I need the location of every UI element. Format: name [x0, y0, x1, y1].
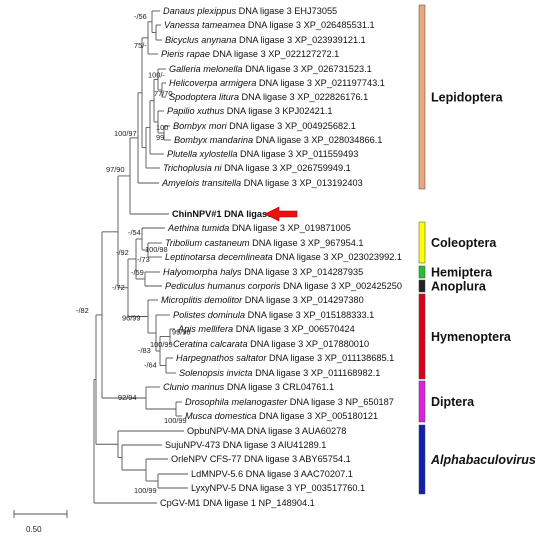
support-value: 99/98 [172, 328, 191, 337]
leaf-label: Harpegnathos saltator DNA ligase 3 XP_01… [176, 353, 394, 363]
arrow-icon [264, 206, 298, 222]
leaf-label: LdMNPV-5.6 DNA ligase 3 AAC70207.1 [191, 469, 353, 479]
leaf-label: Amyelois transitella DNA ligase 3 XP_013… [161, 178, 363, 188]
leaf-label: Leptinotarsa decemlineata DNA ligase 3 X… [165, 252, 402, 262]
support-value: 100/99 [150, 340, 173, 349]
leaf-label: Bombyx mandarina DNA ligase 3 XP_0280348… [174, 135, 382, 145]
highlight-arrow [264, 206, 298, 222]
leaf-label: Bombyx mori DNA ligase 3 XP_004925682.1 [173, 121, 356, 131]
support-value: 99 [156, 133, 164, 142]
leaf-label: OpbuNPV-MA DNA ligase 3 AUA60278 [187, 426, 346, 436]
group-bar [418, 380, 426, 423]
leaf-label-highlight: ChinNPV#1 DNA ligase 3 [172, 209, 280, 219]
support-value: 100/- [148, 71, 165, 80]
leaf-label: Apis mellifera DNA ligase 3 XP_006570424 [177, 324, 355, 334]
support-value: -/73 [137, 255, 150, 264]
leaf-label: SujuNPV-473 DNA ligase 3 AIU41289.1 [165, 440, 326, 450]
group-bar [418, 265, 426, 279]
leaf-label: Pediculus humanus corporis DNA ligase 3 … [165, 281, 402, 291]
support-value: 77/70 [154, 89, 173, 98]
group-bar [418, 424, 426, 495]
group-label: Lepidoptera [431, 91, 504, 105]
leaf-label: Clunio marinus DNA ligase 3 CRL04761.1 [163, 382, 334, 392]
group-label: Hemiptera [431, 266, 493, 280]
group-bars [418, 4, 426, 495]
leaf-label: CpGV-M1 DNA ligase 1 NP_148904.1 [160, 498, 315, 508]
group-bar [418, 221, 426, 264]
support-value: 100/99 [164, 416, 187, 425]
support-value: -/54 [128, 228, 141, 237]
leaf-label: Solenopsis invicta DNA ligase 3 XP_01116… [179, 368, 380, 378]
group-bar [418, 279, 426, 293]
leaf-label: Pieris rapae DNA ligase 3 XP_022127272.1 [161, 49, 339, 59]
leaf-label: Tribolium castaneum DNA ligase 3 XP_9679… [165, 238, 364, 248]
leaf-label: Ceratina calcarata DNA ligase 3 XP_01788… [173, 339, 369, 349]
leaf-label: Helicoverpa armigera DNA ligase 3 XP_021… [169, 78, 385, 88]
group-label: Coleoptera [431, 236, 497, 250]
group-bar [418, 293, 426, 380]
support-value: 100/99 [134, 486, 157, 495]
leaf-label: Galleria melonella DNA ligase 3 XP_02673… [169, 64, 372, 74]
leaf-label: OrleNPV CFS-77 DNA ligase 3 ABY65754.1 [171, 454, 351, 464]
scale-bar: 0.50 [13, 510, 68, 534]
support-value: 96/99 [122, 314, 141, 323]
leaf-label: Polistes dominula DNA ligase 3 XP_015188… [173, 310, 374, 320]
support-value: -/82 [76, 306, 89, 315]
leaf-label: Trichoplusia ni DNA ligase 3 XP_02675994… [163, 163, 351, 173]
tree-branches [93, 10, 188, 504]
group-label: Diptera [431, 395, 475, 409]
group-label: Anoplura [431, 280, 487, 294]
leaf-label: Microplitis demolitor DNA ligase 3 XP_01… [161, 295, 364, 305]
scale-bar-label: 0.50 [26, 525, 42, 534]
support-value: -/59 [131, 268, 144, 277]
group-label: Alphabaculovirus [430, 453, 536, 467]
leaf-label: Drosophila melanogaster DNA ligase 3 NP_… [185, 397, 394, 407]
support-value: -/64 [144, 361, 157, 370]
leaf-label: Spodoptera litura DNA ligase 3 XP_022826… [169, 92, 368, 102]
support-value: 75/- [134, 41, 147, 50]
support-value: -/72 [112, 283, 125, 292]
support-value: 100/98 [145, 245, 168, 254]
leaf-label: Aethina tumida DNA ligase 3 XP_019871005 [167, 223, 351, 233]
leaf-labels: Danaus plexippus DNA ligase 3 EHJ73055 Va… [160, 6, 402, 508]
group-label: Hymenoptera [431, 330, 512, 344]
leaf-label: Danaus plexippus DNA ligase 3 EHJ73055 [163, 6, 337, 16]
support-value: 100 [156, 123, 168, 132]
support-value: -/92 [116, 248, 129, 257]
support-value: 100/97 [114, 129, 137, 138]
leaf-label: Bicyclus anynana DNA ligase 3 XP_0239391… [165, 35, 366, 45]
support-value: -/56 [134, 12, 147, 21]
leaf-label: Plutella xylostella DNA ligase 3 XP_0115… [167, 149, 358, 159]
support-value: -/83 [138, 346, 151, 355]
leaf-label: LyxyNPV-5 DNA ligase 3 YP_003517760.1 [191, 483, 365, 493]
leaf-label: Musca domestica DNA ligase 3 XP_00518012… [185, 411, 378, 421]
leaf-label: Papilio xuthus DNA ligase 3 KPJ02421.1 [167, 106, 332, 116]
support-value: 92/94 [118, 393, 137, 402]
support-value: 97/90 [106, 165, 125, 174]
group-bar [418, 4, 426, 190]
leaf-label: Halyomorpha halys DNA ligase 3 XP_014287… [163, 267, 363, 277]
leaf-label: Vanessa tameamea DNA ligase 3 XP_0264855… [164, 20, 375, 30]
